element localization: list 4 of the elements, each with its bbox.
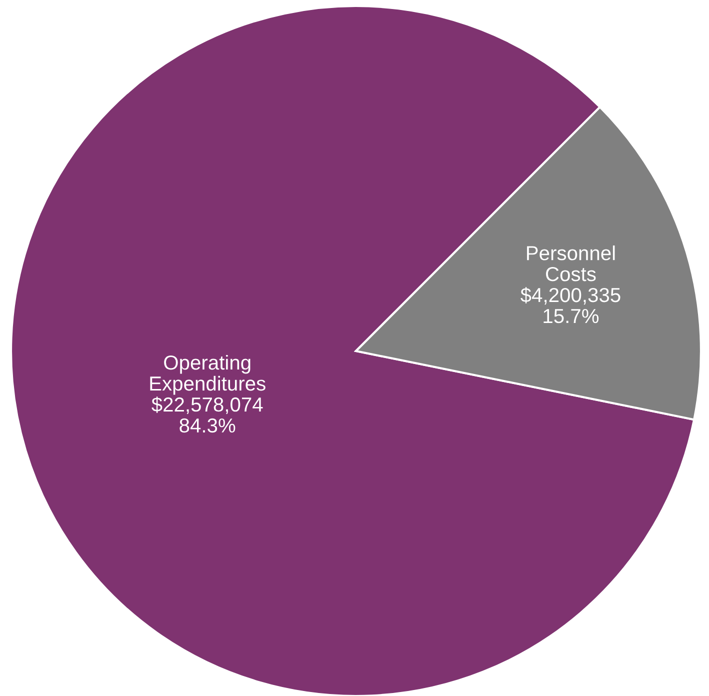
slice-label: Operating Expenditures (150, 354, 266, 395)
slice-label: Personnel Costs (527, 245, 615, 282)
data-label: $22,578,074 84.3% (152, 396, 263, 433)
data-label: $4,200,335 15.7% (520, 287, 620, 324)
